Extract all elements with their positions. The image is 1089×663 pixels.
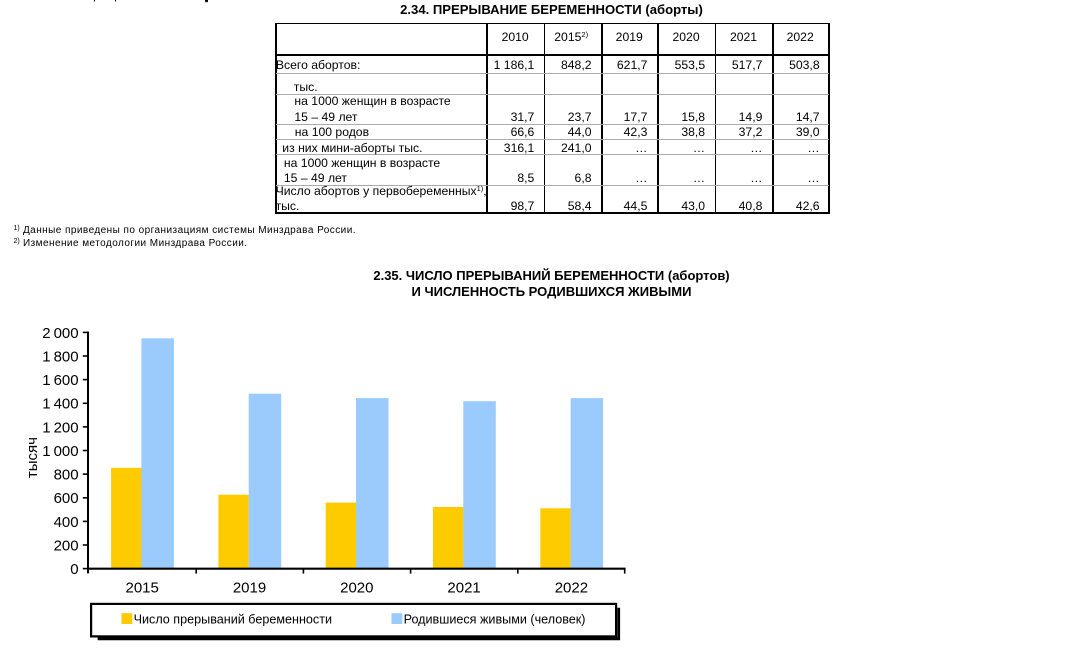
svg-text:1 600: 1 600: [42, 372, 78, 389]
svg-text:400: 400: [54, 514, 79, 531]
svg-text:2 000: 2 000: [42, 325, 78, 342]
svg-text:2022: 2022: [555, 580, 588, 597]
svg-text:Родившиеся живыми (человек): Родившиеся живыми (человек): [404, 612, 586, 626]
svg-text:тысяч: тысяч: [24, 437, 41, 478]
svg-text:0: 0: [70, 561, 78, 578]
svg-text:200: 200: [54, 537, 79, 554]
svg-text:2020: 2020: [340, 580, 373, 597]
svg-text:Число прерываний беременности: Число прерываний беременности: [134, 612, 332, 626]
svg-text:2021: 2021: [447, 580, 480, 597]
svg-text:1 000: 1 000: [42, 443, 78, 460]
svg-text:1 800: 1 800: [42, 348, 78, 365]
svg-text:1 400: 1 400: [42, 396, 78, 413]
svg-text:2015: 2015: [126, 580, 159, 597]
svg-text:800: 800: [54, 467, 79, 484]
svg-text:2019: 2019: [233, 580, 266, 597]
svg-text:1 200: 1 200: [42, 419, 78, 436]
svg-text:600: 600: [54, 490, 79, 507]
